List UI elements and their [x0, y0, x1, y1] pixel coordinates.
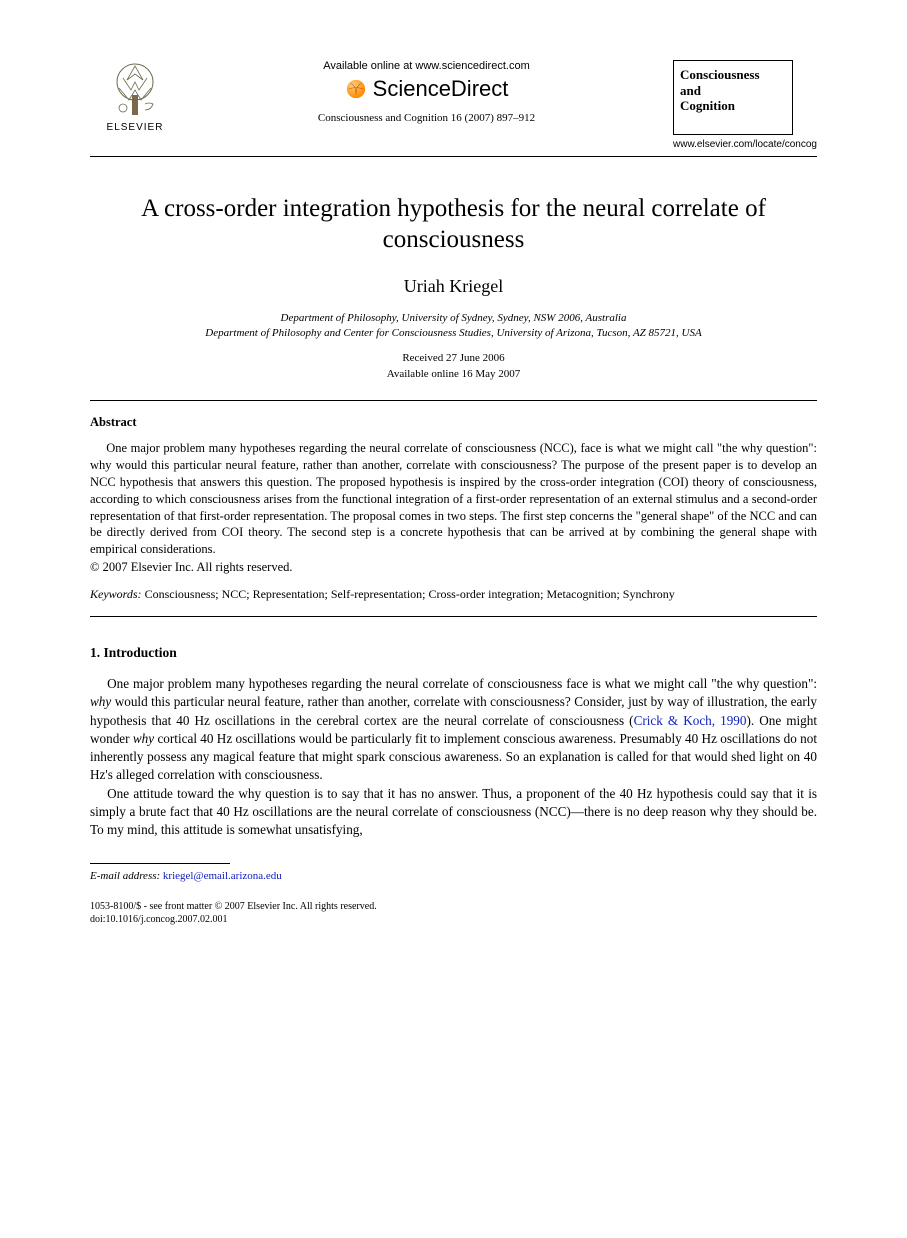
online-date: Available online 16 May 2007 — [90, 367, 817, 382]
header-center: Available online at www.sciencedirect.co… — [180, 60, 673, 124]
abstract-text: One major problem many hypotheses regard… — [90, 440, 817, 558]
email-address[interactable]: kriegel@email.arizona.edu — [163, 870, 282, 882]
sciencedirect-logo: ScienceDirect — [345, 76, 509, 102]
doi-line: doi:10.1016/j.concog.2007.02.001 — [90, 913, 817, 926]
abstract-heading: Abstract — [90, 415, 817, 430]
journal-title-box: Consciousness and Cognition — [673, 60, 793, 135]
abstract-copyright: © 2007 Elsevier Inc. All rights reserved… — [90, 560, 817, 575]
italic-why: why — [133, 731, 154, 746]
elsevier-label: ELSEVIER — [107, 122, 164, 133]
journal-box-line: Consciousness — [680, 67, 786, 83]
affiliation-line: Department of Philosophy and Center for … — [90, 326, 817, 341]
keywords-label: Keywords: — [90, 587, 142, 601]
paper-title: A cross-order integration hypothesis for… — [90, 193, 817, 256]
received-date: Received 27 June 2006 — [90, 351, 817, 366]
affiliation-line: Department of Philosophy, University of … — [90, 311, 817, 326]
text-span: One major problem many hypotheses regard… — [107, 676, 817, 691]
keywords-line: Keywords: Consciousness; NCC; Representa… — [90, 587, 817, 602]
journal-box-line: Cognition — [680, 98, 786, 114]
header-rule — [90, 156, 817, 157]
elsevier-logo-block: ELSEVIER — [90, 60, 180, 133]
email-line: E-mail address: kriegel@email.arizona.ed… — [90, 870, 817, 882]
journal-reference: Consciousness and Cognition 16 (2007) 89… — [190, 112, 663, 124]
intro-paragraph-2: One attitude toward the why question is … — [90, 785, 817, 840]
citation-link[interactable]: Crick & Koch, 1990 — [634, 713, 747, 728]
available-online-text: Available online at www.sciencedirect.co… — [190, 60, 663, 72]
author-name: Uriah Kriegel — [90, 276, 817, 297]
intro-heading: 1. Introduction — [90, 645, 817, 661]
footer-meta: 1053-8100/$ - see front matter © 2007 El… — [90, 900, 817, 926]
intro-paragraph-1: One major problem many hypotheses regard… — [90, 675, 817, 784]
journal-url[interactable]: www.elsevier.com/locate/concog — [673, 139, 817, 150]
sciencedirect-text: ScienceDirect — [373, 76, 509, 102]
keywords-list: Consciousness; NCC; Representation; Self… — [145, 587, 675, 601]
divider — [90, 616, 817, 617]
journal-box-line: and — [680, 83, 786, 99]
elsevier-tree-icon — [105, 60, 165, 120]
divider — [90, 400, 817, 401]
front-matter-line: 1053-8100/$ - see front matter © 2007 El… — [90, 900, 817, 913]
header-row: ELSEVIER Available online at www.science… — [90, 60, 817, 150]
sciencedirect-ball-icon — [345, 78, 367, 100]
journal-box-wrap: Consciousness and Cognition www.elsevier… — [673, 60, 817, 150]
affiliations: Department of Philosophy, University of … — [90, 311, 817, 342]
text-span: cortical 40 Hz oscillations would be par… — [90, 731, 817, 782]
email-label: E-mail address: — [90, 870, 160, 882]
italic-why: why — [90, 694, 111, 709]
page: ELSEVIER Available online at www.science… — [0, 0, 907, 966]
footnote-rule — [90, 863, 230, 864]
article-dates: Received 27 June 2006 Available online 1… — [90, 351, 817, 382]
